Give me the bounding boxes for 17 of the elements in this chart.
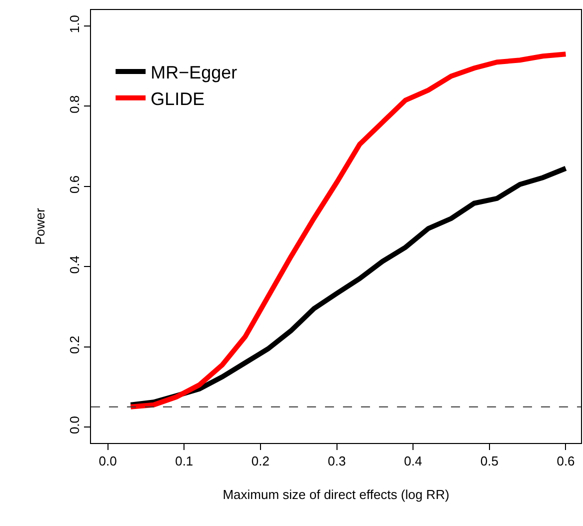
legend-label: MR−Egger	[150, 62, 238, 83]
x-tick-label: 0.6	[556, 454, 575, 469]
x-tick-label: 0.2	[251, 454, 270, 469]
x-tick-label: 0.1	[175, 454, 194, 469]
y-tick-label: 0.8	[66, 95, 82, 114]
x-tick-label: 0.4	[404, 454, 422, 469]
y-tick-label: 0.4	[66, 256, 82, 274]
y-axis-title: Power	[32, 207, 48, 245]
x-tick-label: 0.5	[480, 454, 498, 469]
y-tick-label: 1.0	[66, 15, 82, 34]
y-tick-label: 0.6	[66, 175, 82, 194]
x-tick-label: 0.0	[98, 454, 117, 469]
y-tick-label: 0.2	[66, 336, 82, 354]
legend-label: GLIDE	[150, 88, 205, 109]
y-tick-label: 0.0	[66, 416, 82, 434]
x-tick-label: 0.3	[328, 454, 346, 469]
x-axis-title: Maximum size of direct effects (log RR)	[222, 487, 450, 502]
